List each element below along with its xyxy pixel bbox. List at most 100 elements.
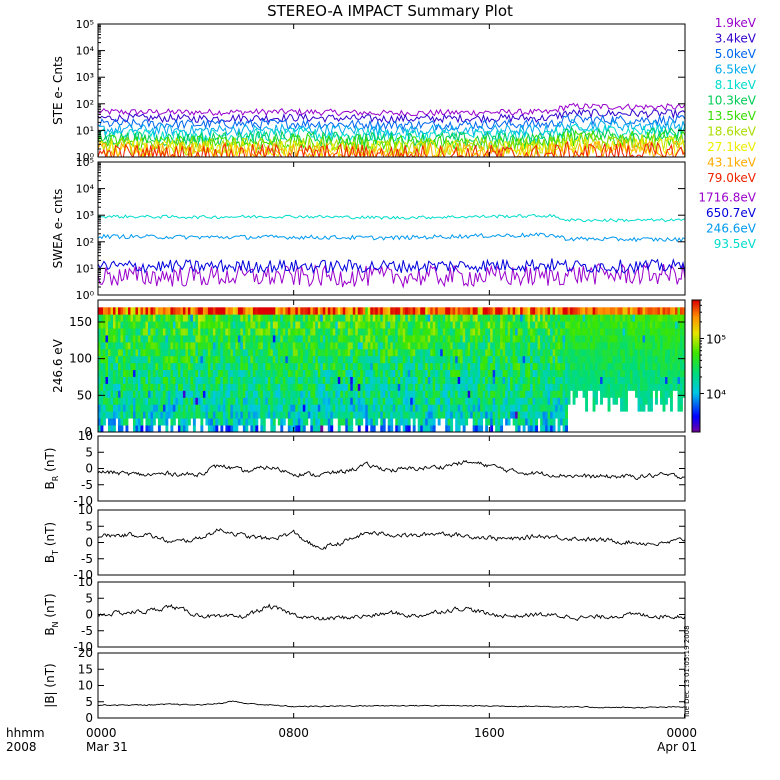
heatmap-cell — [427, 307, 431, 315]
heatmap-cell — [170, 328, 174, 336]
heatmap-cell — [170, 411, 174, 419]
heatmap-cell — [215, 397, 219, 405]
heatmap-cell — [587, 341, 591, 350]
heatmap-cell — [297, 376, 301, 384]
heatmap-cell — [655, 383, 658, 391]
heatmap-cell — [645, 348, 648, 357]
heatmap-cell — [160, 369, 164, 377]
heatmap-cell — [415, 321, 419, 329]
heatmap-cell — [252, 328, 256, 336]
heatmap-cell — [550, 348, 554, 357]
heatmap-cell — [202, 355, 206, 364]
heatmap-cell — [595, 314, 598, 322]
heatmap-cell — [432, 425, 436, 433]
heatmap-cell — [135, 314, 139, 322]
heatmap-cell — [615, 314, 618, 322]
heatmap-cell — [302, 341, 306, 350]
heatmap-cell — [210, 390, 214, 398]
heatmap-cell — [550, 341, 554, 350]
colorbar-swatch — [692, 416, 700, 420]
heatmap-cell — [220, 341, 224, 350]
heatmap-cell — [505, 383, 509, 391]
panel-bn-trace — [98, 603, 685, 621]
heatmap-cell — [487, 335, 491, 343]
heatmap-cell — [500, 397, 504, 405]
heatmap-cell — [157, 362, 161, 371]
heatmap-cell — [207, 321, 211, 329]
heatmap-cell — [677, 369, 681, 377]
heatmap-cell — [132, 425, 136, 433]
heatmap-cell — [175, 376, 179, 384]
heatmap-cell — [342, 341, 346, 350]
heatmap-cell — [377, 390, 381, 398]
heatmap-cell — [382, 341, 386, 350]
heatmap-cell — [255, 376, 259, 384]
heatmap-cell — [577, 335, 581, 343]
heatmap-cell — [595, 369, 598, 377]
heatmap-cell — [337, 355, 341, 364]
heatmap-cell — [407, 328, 411, 336]
heatmap-cell — [100, 362, 104, 371]
heatmap-cell — [100, 418, 104, 426]
heatmap-cell — [100, 397, 104, 405]
heatmap-cell — [302, 425, 306, 433]
heatmap-cell — [150, 335, 154, 343]
panel-bmag-y-tick-label: 15 — [78, 662, 93, 676]
heatmap-cell — [297, 390, 301, 398]
heatmap-cell — [550, 355, 554, 364]
heatmap-cell — [177, 307, 181, 315]
heatmap-cell — [505, 404, 509, 412]
heatmap-cell — [400, 321, 404, 329]
heatmap-cell — [490, 335, 494, 343]
heatmap-cell — [402, 376, 406, 384]
heatmap-cell — [462, 397, 466, 405]
heatmap-cell — [527, 376, 531, 384]
heatmap-cell — [572, 397, 576, 405]
heatmap-cell — [145, 355, 149, 364]
heatmap-cell — [382, 314, 386, 322]
panel-bmag-y-tick-label: 0 — [85, 711, 93, 725]
heatmap-cell — [390, 411, 394, 419]
heatmap-cell — [610, 376, 613, 384]
heatmap-cell — [532, 418, 536, 426]
heatmap-cell — [505, 362, 509, 371]
heatmap-cell — [542, 390, 546, 398]
heatmap-cell — [240, 307, 244, 315]
heatmap-cell — [140, 362, 144, 371]
heatmap-cell — [592, 397, 596, 405]
heatmap-cell — [662, 355, 666, 364]
heatmap-cell — [467, 383, 471, 391]
heatmap-cell — [277, 348, 281, 357]
heatmap-cell — [235, 397, 239, 405]
heatmap-cell — [457, 307, 461, 315]
heatmap-cell — [170, 404, 174, 412]
heatmap-cell — [245, 362, 249, 371]
heatmap-cell — [150, 307, 154, 315]
heatmap-cell — [337, 404, 341, 412]
heatmap-cell — [255, 390, 259, 398]
heatmap-cell — [462, 328, 466, 336]
panel-swea-y-tick-label: 10⁴ — [76, 183, 95, 196]
heatmap-cell — [340, 341, 344, 350]
heatmap-cell — [465, 314, 469, 322]
heatmap-cell — [597, 314, 601, 322]
legend-13.5keV: 13.5keV — [707, 109, 757, 123]
heatmap-cell — [362, 376, 366, 384]
heatmap-cell — [452, 307, 456, 315]
heatmap-cell — [267, 341, 271, 350]
heatmap-cell — [395, 369, 399, 377]
heatmap-cell — [285, 411, 289, 419]
heatmap-cell — [537, 321, 541, 329]
heatmap-cell — [387, 418, 391, 426]
heatmap-cell — [680, 355, 683, 364]
heatmap-cell — [270, 425, 274, 433]
heatmap-cell — [230, 383, 234, 391]
heatmap-cell — [237, 397, 241, 405]
heatmap-cell — [595, 341, 598, 350]
heatmap-cell — [530, 390, 534, 398]
heatmap-cell — [205, 335, 209, 343]
heatmap-cell — [197, 376, 201, 384]
heatmap-cell — [250, 328, 254, 336]
heatmap-cell — [287, 418, 291, 426]
heatmap-cell — [527, 348, 531, 357]
